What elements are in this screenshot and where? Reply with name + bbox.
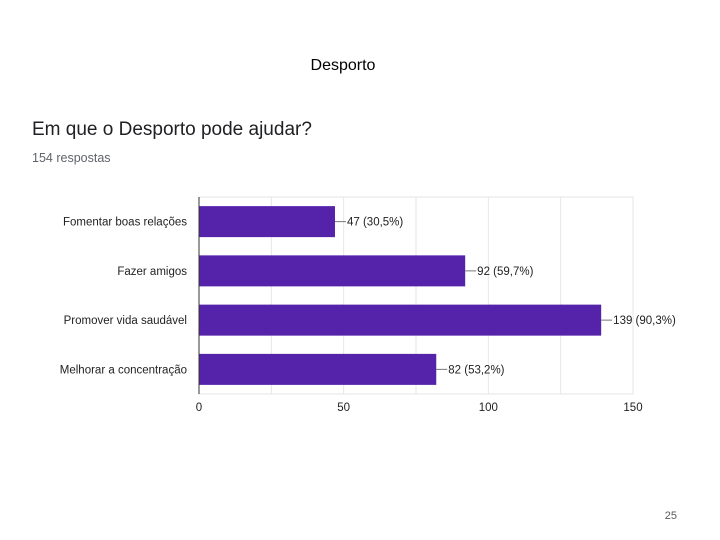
category-label: Fazer amigos — [117, 266, 187, 278]
bar-chart: 47 (30,5%) Fomentar boas relações 92 (59,7… — [60, 196, 676, 414]
slide-title: Desporto — [310, 57, 376, 74]
x-tick-label: 150 — [623, 402, 642, 414]
bar — [199, 304, 602, 336]
bar — [199, 255, 466, 287]
data-label: 92 (59,7%) — [477, 266, 533, 278]
page-number: 25 — [664, 510, 677, 522]
question-title: Em que o Desporto pode ajudar? — [32, 119, 312, 140]
x-tick-label: 0 — [196, 402, 202, 414]
category-label: Fomentar boas relações — [63, 217, 187, 229]
category-label: Melhorar a concentração — [60, 364, 187, 376]
data-label: 139 (90,3%) — [613, 315, 676, 327]
data-label: 82 (53,2%) — [448, 364, 504, 376]
bar — [199, 206, 335, 238]
x-tick-label: 50 — [337, 402, 350, 414]
response-count: 154 respostas — [32, 151, 111, 165]
category-label: Promover vida saudável — [64, 315, 187, 327]
x-tick-label: 100 — [479, 402, 498, 414]
data-label: 47 (30,5%) — [347, 217, 403, 229]
bar — [199, 353, 437, 385]
